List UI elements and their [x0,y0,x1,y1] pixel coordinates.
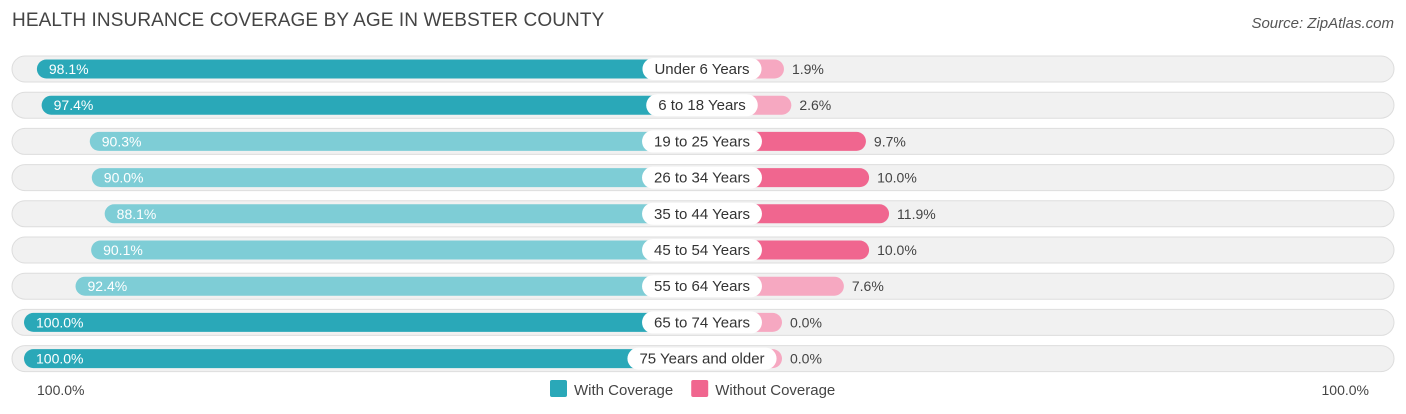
with-coverage-value: 98.1% [49,61,89,77]
legend-label[interactable]: Without Coverage [715,382,835,399]
category-label: 55 to 64 Years [654,278,750,295]
axis-right-label: 100.0% [1322,382,1369,398]
category-pill [642,275,762,298]
without-coverage-value: 1.9% [792,61,824,77]
without-coverage-value: 10.0% [877,242,917,258]
category-pill [642,166,762,189]
with-coverage-bar[interactable] [104,204,702,224]
category-pill [642,58,762,80]
without-coverage-value: 10.0% [877,170,917,186]
category-pill [627,347,777,370]
category-label: 45 to 54 Years [654,242,750,259]
with-coverage-bar[interactable] [41,95,703,115]
with-coverage-value: 90.0% [104,170,144,186]
with-coverage-value: 100.0% [36,314,83,330]
without-coverage-value: 0.0% [790,314,822,330]
with-coverage-bar[interactable] [89,131,703,151]
with-coverage-value: 97.4% [54,97,94,113]
category-label: 65 to 74 Years [654,314,750,331]
with-coverage-value: 90.1% [103,242,143,258]
with-coverage-bar[interactable] [91,168,703,188]
category-label: 75 Years and older [639,351,764,368]
with-coverage-bar[interactable] [91,240,702,260]
with-coverage-value: 92.4% [88,278,128,294]
with-coverage-bar[interactable] [75,276,702,296]
category-pill [642,130,762,153]
with-coverage-bar[interactable] [24,349,702,369]
with-coverage-bar[interactable] [24,312,702,332]
category-pill [642,239,762,261]
category-pill [646,94,758,117]
legend-swatch[interactable] [691,380,709,397]
legend-swatch[interactable] [550,380,567,397]
axis-left-label: 100.0% [37,382,84,398]
without-coverage-value: 11.9% [897,206,936,222]
with-coverage-value: 100.0% [36,351,83,367]
without-coverage-value: 9.7% [874,133,906,149]
without-coverage-value: 7.6% [852,278,884,294]
chart-title: HEALTH INSURANCE COVERAGE BY AGE IN WEBS… [12,10,605,31]
category-label: 35 to 44 Years [654,206,750,223]
category-label: 19 to 25 Years [654,133,750,150]
with-coverage-value: 88.1% [117,206,157,222]
legend-label[interactable]: With Coverage [574,382,673,399]
with-coverage-bar[interactable] [36,59,702,79]
with-coverage-value: 90.3% [102,133,142,149]
category-label: 6 to 18 Years [658,97,746,114]
category-label: 26 to 34 Years [654,170,750,187]
category-pill [642,202,762,225]
chart-source: Source: ZipAtlas.com [1251,15,1394,32]
without-coverage-value: 2.6% [799,97,831,113]
category-label: Under 6 Years [654,61,749,78]
without-coverage-value: 0.0% [790,351,822,367]
category-pill [642,311,762,334]
